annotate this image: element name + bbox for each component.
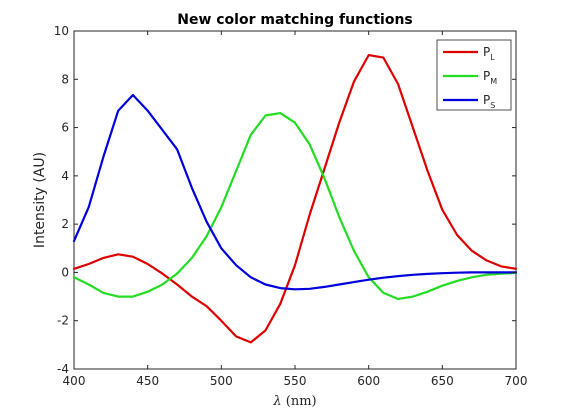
legend-entry-l: PL — [483, 45, 495, 62]
x-tick-label: 600 — [357, 374, 380, 388]
legend-entry-m: PM — [483, 69, 497, 86]
series-line-m — [72, 111, 518, 301]
x-axis-unit: (nm) — [286, 394, 317, 409]
x-tick-label: 500 — [210, 374, 233, 388]
y-tick-label: 6 — [61, 121, 69, 135]
y-tick-label: 4 — [61, 169, 69, 183]
series-line-s — [72, 93, 518, 291]
y-tick-label: -4 — [57, 362, 69, 376]
x-axis-title: λ (nm) — [272, 394, 316, 409]
x-tick-label: 400 — [63, 374, 86, 388]
x-tick-label: 650 — [431, 374, 454, 388]
y-tick-label: 8 — [61, 72, 69, 86]
series-layer — [72, 53, 518, 344]
y-tick-label: 2 — [61, 217, 69, 231]
y-tick-label: -2 — [57, 314, 69, 328]
y-axis-title: Intensity (AU) — [32, 152, 48, 248]
chart-title: New color matching functions — [177, 12, 413, 28]
legend: PL PM PS — [436, 39, 512, 111]
y-tick-label: 0 — [61, 265, 69, 279]
x-tick-label: 550 — [284, 374, 307, 388]
tick-layer: 400 450 500 550 600 650 700 -4 -2 0 2 4 6 8 10 — [54, 24, 528, 388]
series-line-l — [72, 53, 518, 344]
x-tick-label: 450 — [136, 374, 159, 388]
legend-entry-s: PS — [483, 93, 495, 110]
y-tick-label: 10 — [54, 24, 69, 38]
x-tick-label: 700 — [505, 374, 528, 388]
x-axis-symbol: λ — [272, 394, 281, 409]
